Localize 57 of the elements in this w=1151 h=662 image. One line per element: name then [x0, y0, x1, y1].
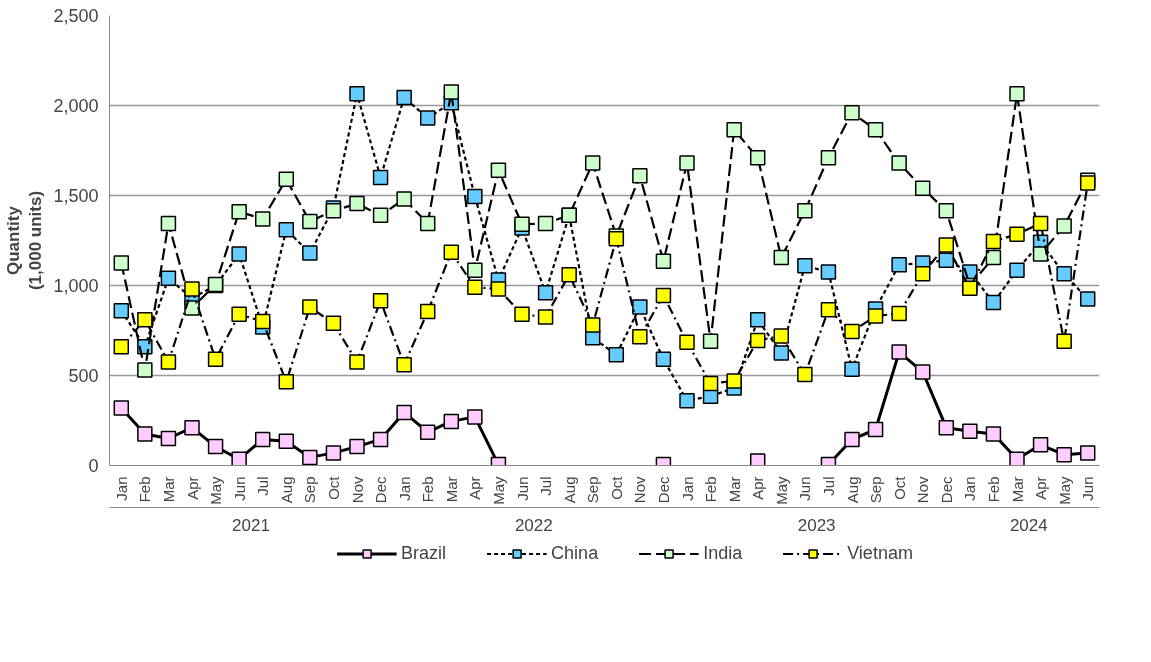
x-tick-label: Nov — [348, 476, 366, 504]
text: 2023 — [797, 515, 836, 535]
x-tick-label: Feb — [419, 476, 437, 503]
y-tick-label: 1,000 — [53, 276, 99, 296]
x-tick-label: Aug — [843, 476, 861, 504]
x-tick-label: Dec — [937, 476, 955, 504]
legend-label: Vietnam — [847, 542, 913, 564]
x-tick-label: Apr — [749, 476, 767, 500]
x-tick-label: Sep — [867, 476, 885, 504]
y-tick-label: 1,500 — [53, 186, 99, 206]
x-tick-label: Jan — [112, 476, 130, 501]
x-tick-label: May — [1055, 476, 1073, 505]
x-tick-label: Aug — [277, 476, 295, 504]
y-tick-label: 2,500 — [53, 6, 99, 26]
x-tick-label: Dec — [372, 476, 390, 504]
x-tick-label: Sep — [584, 476, 602, 504]
x-tick-label: Mar — [725, 476, 743, 503]
x-tick-label: Nov — [914, 476, 932, 504]
legend-label: Brazil — [401, 542, 447, 564]
x-tick-label: Jan — [678, 476, 696, 501]
x-tick-label: Dec — [654, 476, 672, 504]
x-tick-label: Aug — [560, 476, 578, 504]
x-tick-label: Feb — [702, 476, 720, 503]
x-tick-label: Feb — [136, 476, 154, 503]
x-tick-label: Jun — [796, 476, 814, 501]
x-tick-label: Jul — [254, 476, 272, 496]
x-tick-label: Oct — [607, 475, 625, 500]
text: 2022 — [514, 515, 553, 535]
y-axis-title: Quantity (1,000 units) — [3, 190, 46, 291]
x-tick-label: Jun — [1079, 476, 1097, 501]
x-tick-label: Apr — [183, 476, 201, 500]
x-tick-label: Jan — [395, 476, 413, 501]
text: 2024 — [1009, 515, 1048, 535]
x-tick-label: Mar — [159, 476, 177, 503]
y-tick-label: 0 — [88, 456, 99, 476]
x-tick-label: Jan — [961, 476, 979, 501]
x-tick-label: May — [772, 476, 790, 505]
x-tick-label: May — [489, 476, 507, 505]
x-tick-label: Jul — [537, 476, 555, 496]
x-tick-label: May — [207, 476, 225, 505]
x-tick-label: Jun — [230, 476, 248, 501]
x-tick-label: Oct — [324, 475, 342, 500]
x-tick-label: Mar — [442, 476, 460, 503]
x-tick-label: Nov — [631, 476, 649, 504]
x-tick-label: Apr — [466, 476, 484, 500]
x-tick-label: Mar — [1008, 476, 1026, 503]
x-tick-label: Oct — [890, 475, 908, 500]
x-tick-label: Apr — [1032, 476, 1050, 500]
x-tick-label: Feb — [984, 476, 1002, 503]
text: 2021 — [232, 515, 270, 535]
legend-label: China — [551, 542, 599, 564]
x-tick-label: Jun — [513, 476, 531, 501]
y-tick-label: 500 — [68, 366, 99, 386]
y-tick-label: 2,000 — [53, 96, 99, 116]
x-tick-label: Sep — [301, 476, 319, 504]
legend-label: India — [703, 542, 743, 564]
x-tick-label: Jul — [819, 476, 837, 496]
